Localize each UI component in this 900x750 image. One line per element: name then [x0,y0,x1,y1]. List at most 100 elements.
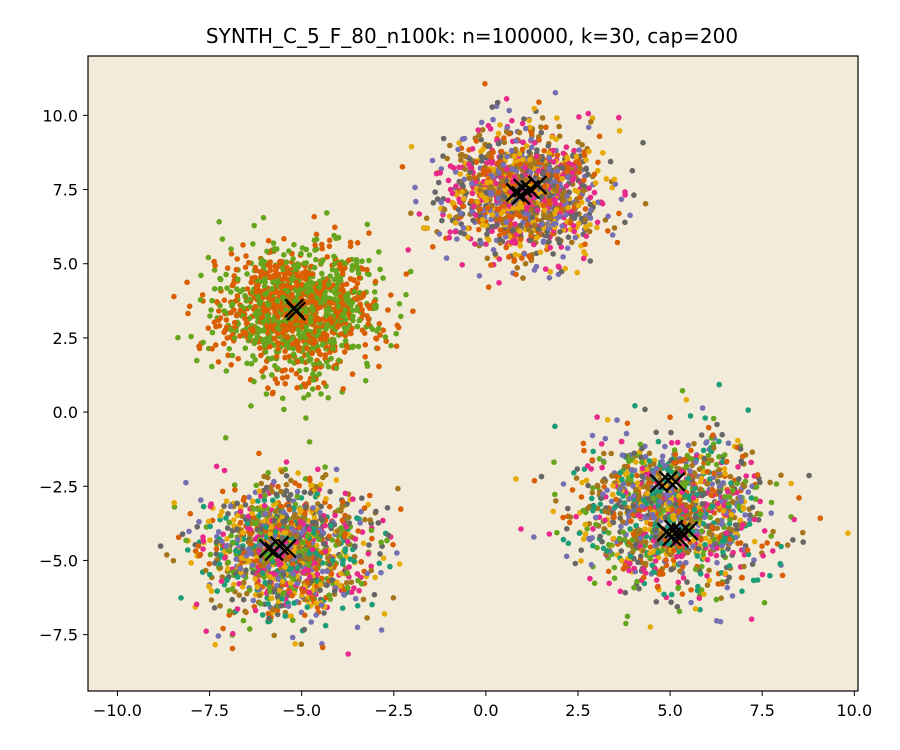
data-point [303,308,310,315]
data-point [231,482,238,488]
data-point [221,340,227,347]
data-point [611,564,618,571]
data-point [312,339,318,345]
data-point [722,470,728,477]
data-point [293,279,300,286]
data-point [477,240,484,247]
data-point [287,491,294,498]
data-point [250,597,257,604]
data-point [668,599,674,605]
data-point [255,498,261,504]
data-point [490,116,496,123]
data-point [368,527,375,534]
data-point [469,146,476,152]
data-point [528,130,535,136]
data-point [225,511,231,517]
data-point [350,496,356,502]
data-point [291,505,297,512]
data-point [751,538,758,545]
data-point [452,220,459,226]
data-point [622,219,628,226]
data-point [328,522,334,529]
data-point [362,377,369,384]
data-point [574,269,580,276]
data-point [519,120,526,127]
data-point [244,271,250,277]
data-point [556,213,563,220]
data-point [547,212,553,218]
data-point [323,359,330,365]
data-point [211,319,218,326]
data-point [482,80,488,87]
data-point [235,355,241,362]
data-point [314,491,320,497]
data-point [319,568,326,575]
data-point [289,561,296,567]
data-point [291,351,297,358]
data-point [709,486,716,493]
data-point [178,595,184,601]
data-point [351,288,358,295]
data-point [194,357,200,364]
data-point [432,189,438,195]
data-point [382,334,389,340]
data-point [264,317,271,324]
data-point [318,260,324,267]
data-point [552,423,558,430]
data-point [659,453,666,460]
data-point [333,285,340,292]
data-point [489,212,496,218]
data-point [516,228,523,234]
data-point [359,495,365,502]
data-point [200,503,207,510]
data-point [509,117,515,124]
data-point [237,519,244,526]
data-point [242,345,249,352]
data-point [534,147,540,153]
data-point [308,619,315,625]
data-point [228,246,234,252]
data-point [324,254,331,260]
data-point [461,176,468,183]
data-point [594,224,600,231]
data-point [300,333,307,340]
data-point [260,318,267,325]
data-point [286,344,292,351]
data-point [303,282,310,288]
data-point [321,380,327,386]
data-point [640,483,647,490]
data-point [242,502,249,508]
data-point [242,315,248,322]
data-point [603,176,610,182]
data-point [262,511,269,517]
data-point [212,560,218,566]
data-point [606,580,612,587]
data-point [582,224,589,230]
data-point [527,156,533,163]
data-point [365,501,372,508]
data-point [479,216,486,223]
data-point [645,485,651,492]
data-point [351,558,358,565]
data-point [250,241,256,247]
data-point [341,591,347,598]
data-point [240,617,247,624]
data-point [313,612,319,618]
data-point [323,582,330,589]
data-point [277,503,284,510]
data-point [403,291,409,298]
data-point [325,555,331,561]
data-point [683,397,690,403]
data-point [580,507,587,514]
data-point [360,540,367,547]
data-point [495,206,502,213]
data-point [237,307,243,314]
data-point [588,207,594,213]
data-point [562,265,568,272]
data-point [283,481,290,488]
data-point [598,441,605,447]
data-point [233,266,240,273]
data-point [263,391,270,397]
data-point [344,343,350,349]
data-point [739,588,745,594]
